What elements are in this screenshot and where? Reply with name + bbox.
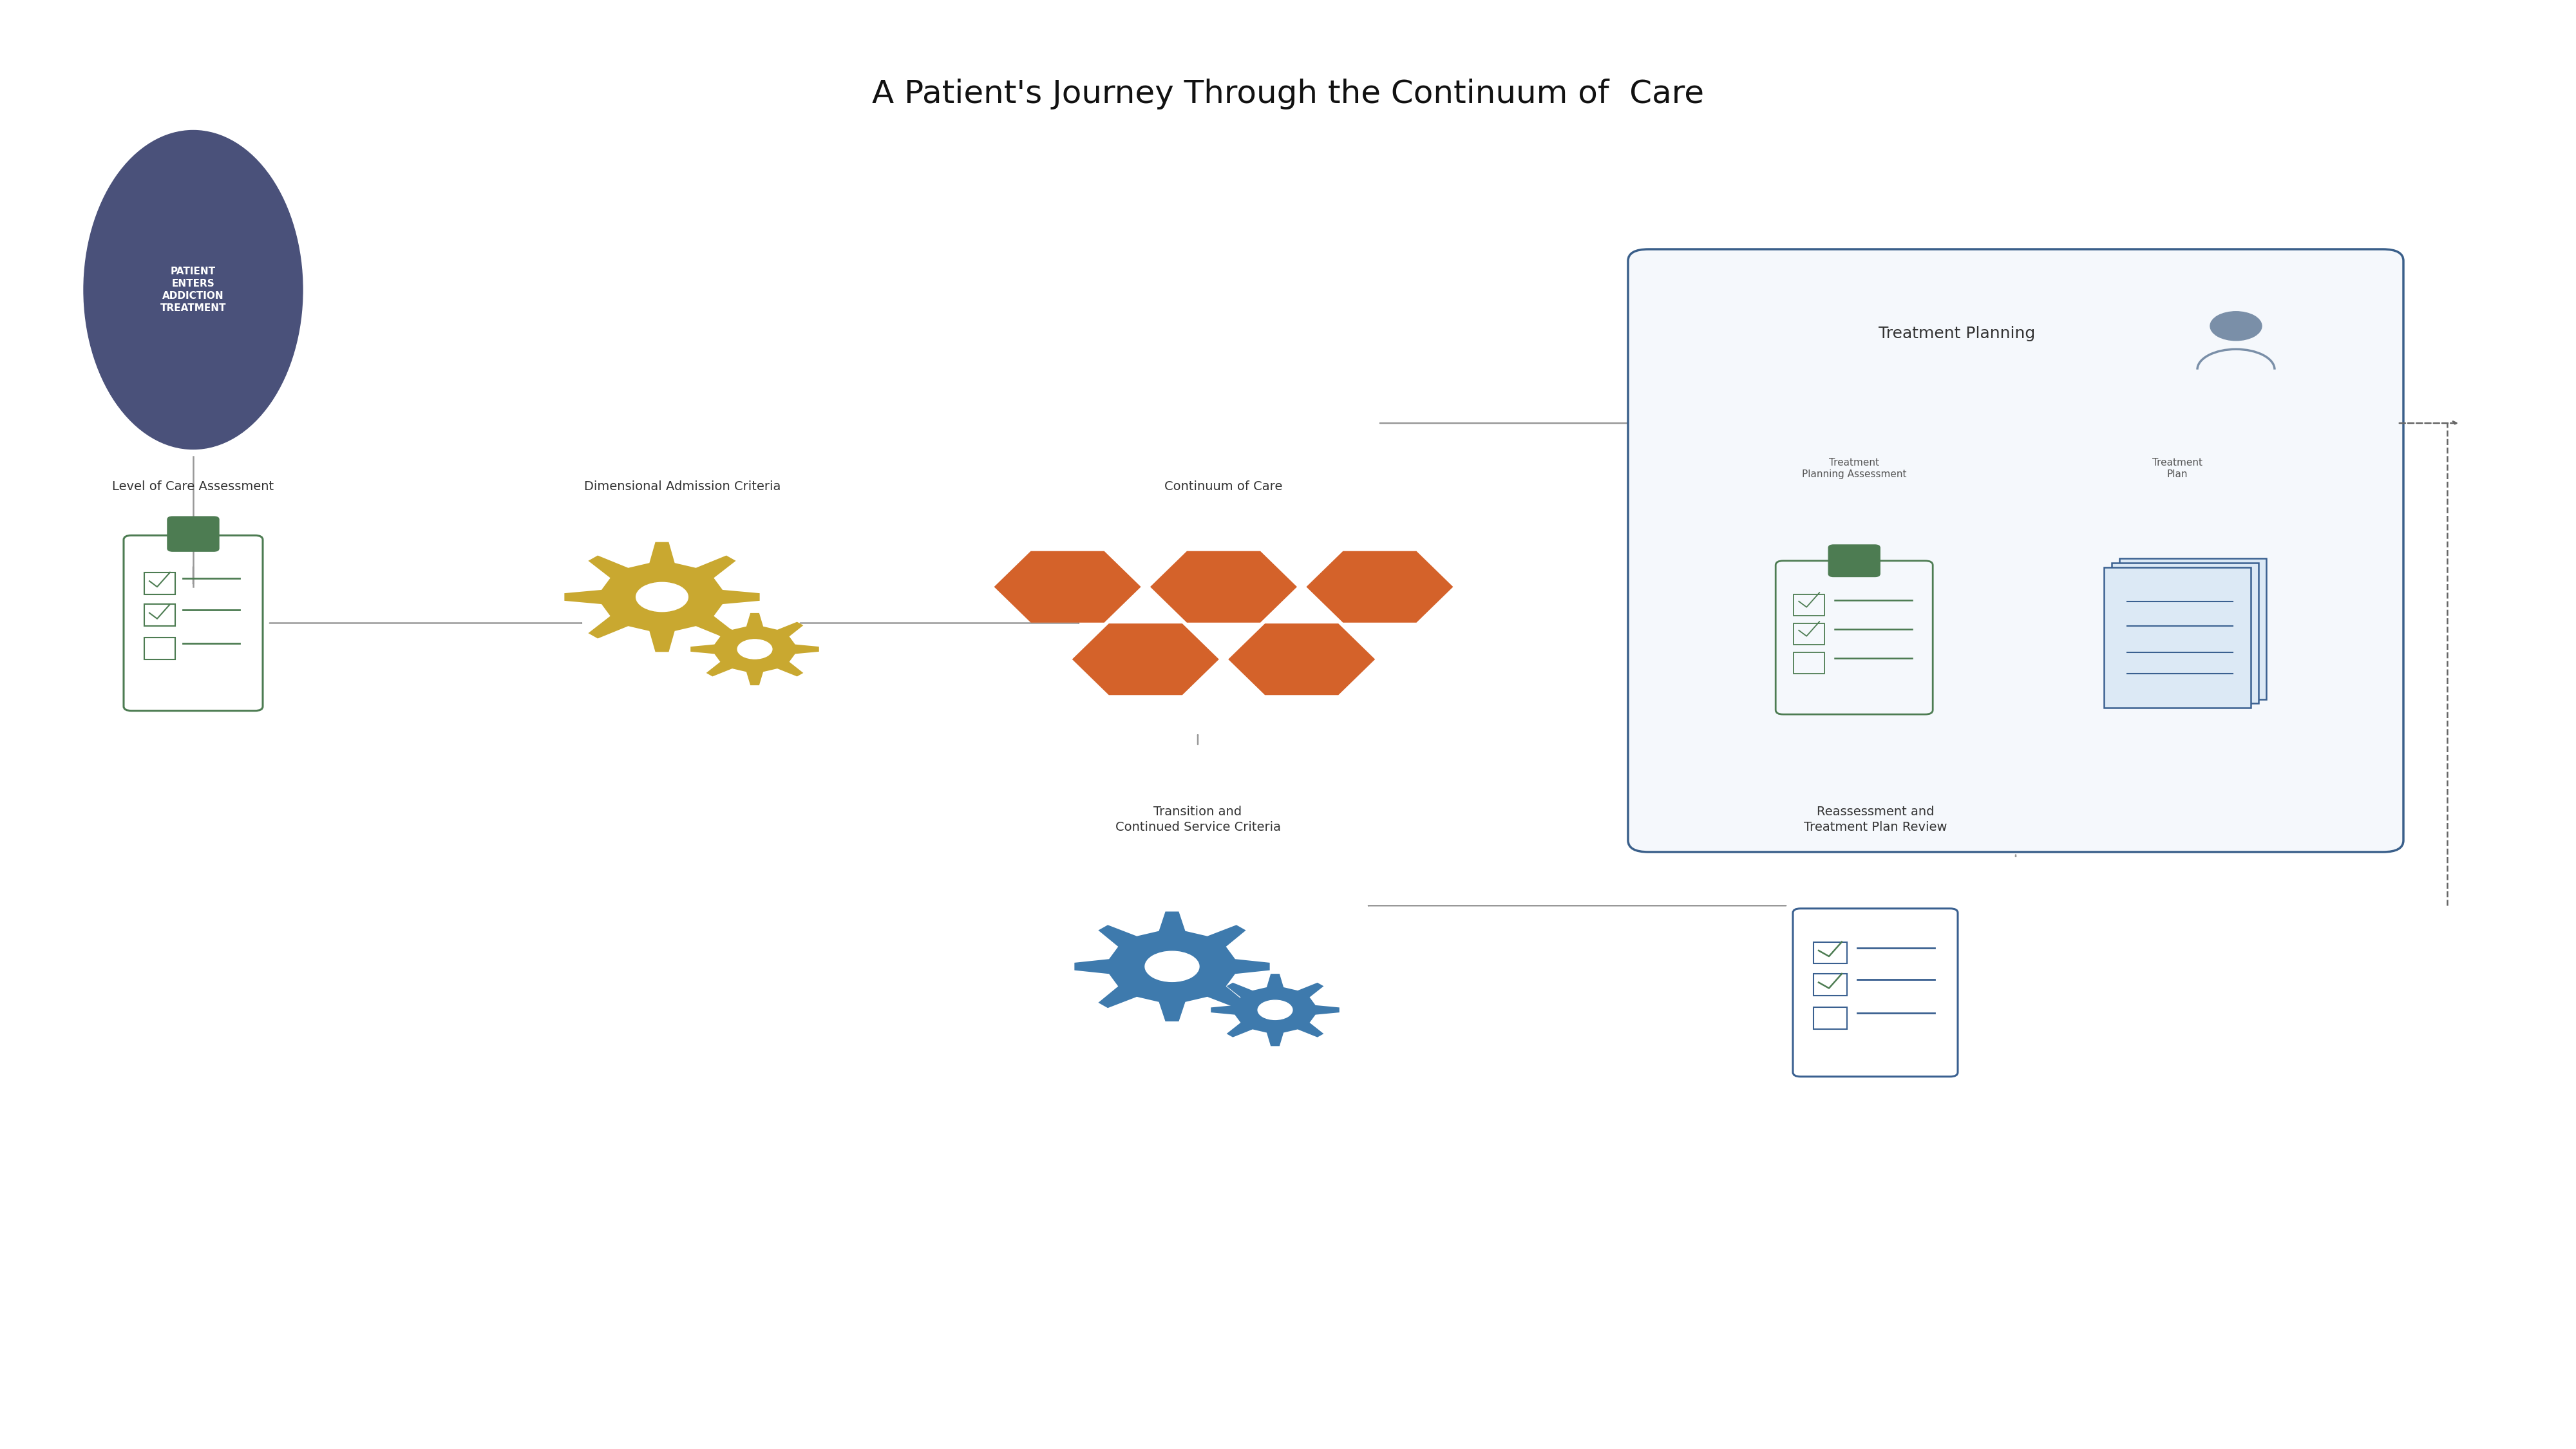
FancyBboxPatch shape: [167, 516, 219, 552]
Polygon shape: [690, 613, 819, 685]
Text: Continuum of Care: Continuum of Care: [1164, 481, 1283, 493]
Text: PATIENT
ENTERS
ADDICTION
TREATMENT: PATIENT ENTERS ADDICTION TREATMENT: [160, 267, 227, 313]
Ellipse shape: [82, 130, 304, 449]
FancyBboxPatch shape: [2105, 568, 2251, 707]
Text: Treatment
Planning Assessment: Treatment Planning Assessment: [1801, 458, 1906, 480]
FancyBboxPatch shape: [1628, 249, 2403, 852]
Text: Treatment Planning: Treatment Planning: [1878, 326, 2035, 341]
Circle shape: [1257, 1000, 1293, 1020]
Circle shape: [1144, 951, 1200, 982]
FancyBboxPatch shape: [1829, 545, 1880, 577]
Polygon shape: [1072, 623, 1218, 696]
Circle shape: [636, 582, 688, 611]
Text: Transition and
Continued Service Criteria: Transition and Continued Service Criteri…: [1115, 806, 1280, 833]
Text: Dimensional Admission Criteria: Dimensional Admission Criteria: [585, 481, 781, 493]
Circle shape: [737, 639, 773, 659]
Circle shape: [2210, 312, 2262, 341]
Polygon shape: [1306, 551, 1453, 623]
Polygon shape: [994, 551, 1141, 623]
FancyBboxPatch shape: [2120, 559, 2267, 698]
Text: Reassessment and
Treatment Plan Review: Reassessment and Treatment Plan Review: [1803, 806, 1947, 833]
Text: Level of Care Assessment: Level of Care Assessment: [113, 481, 273, 493]
Polygon shape: [1149, 551, 1296, 623]
FancyBboxPatch shape: [2112, 564, 2259, 703]
Text: Treatment
Plan: Treatment Plan: [2151, 458, 2202, 480]
Polygon shape: [564, 542, 760, 652]
Polygon shape: [1074, 911, 1270, 1022]
Polygon shape: [1229, 623, 1376, 696]
Polygon shape: [1211, 974, 1340, 1046]
Text: A Patient's Journey Through the Continuum of  Care: A Patient's Journey Through the Continuu…: [871, 78, 1705, 110]
